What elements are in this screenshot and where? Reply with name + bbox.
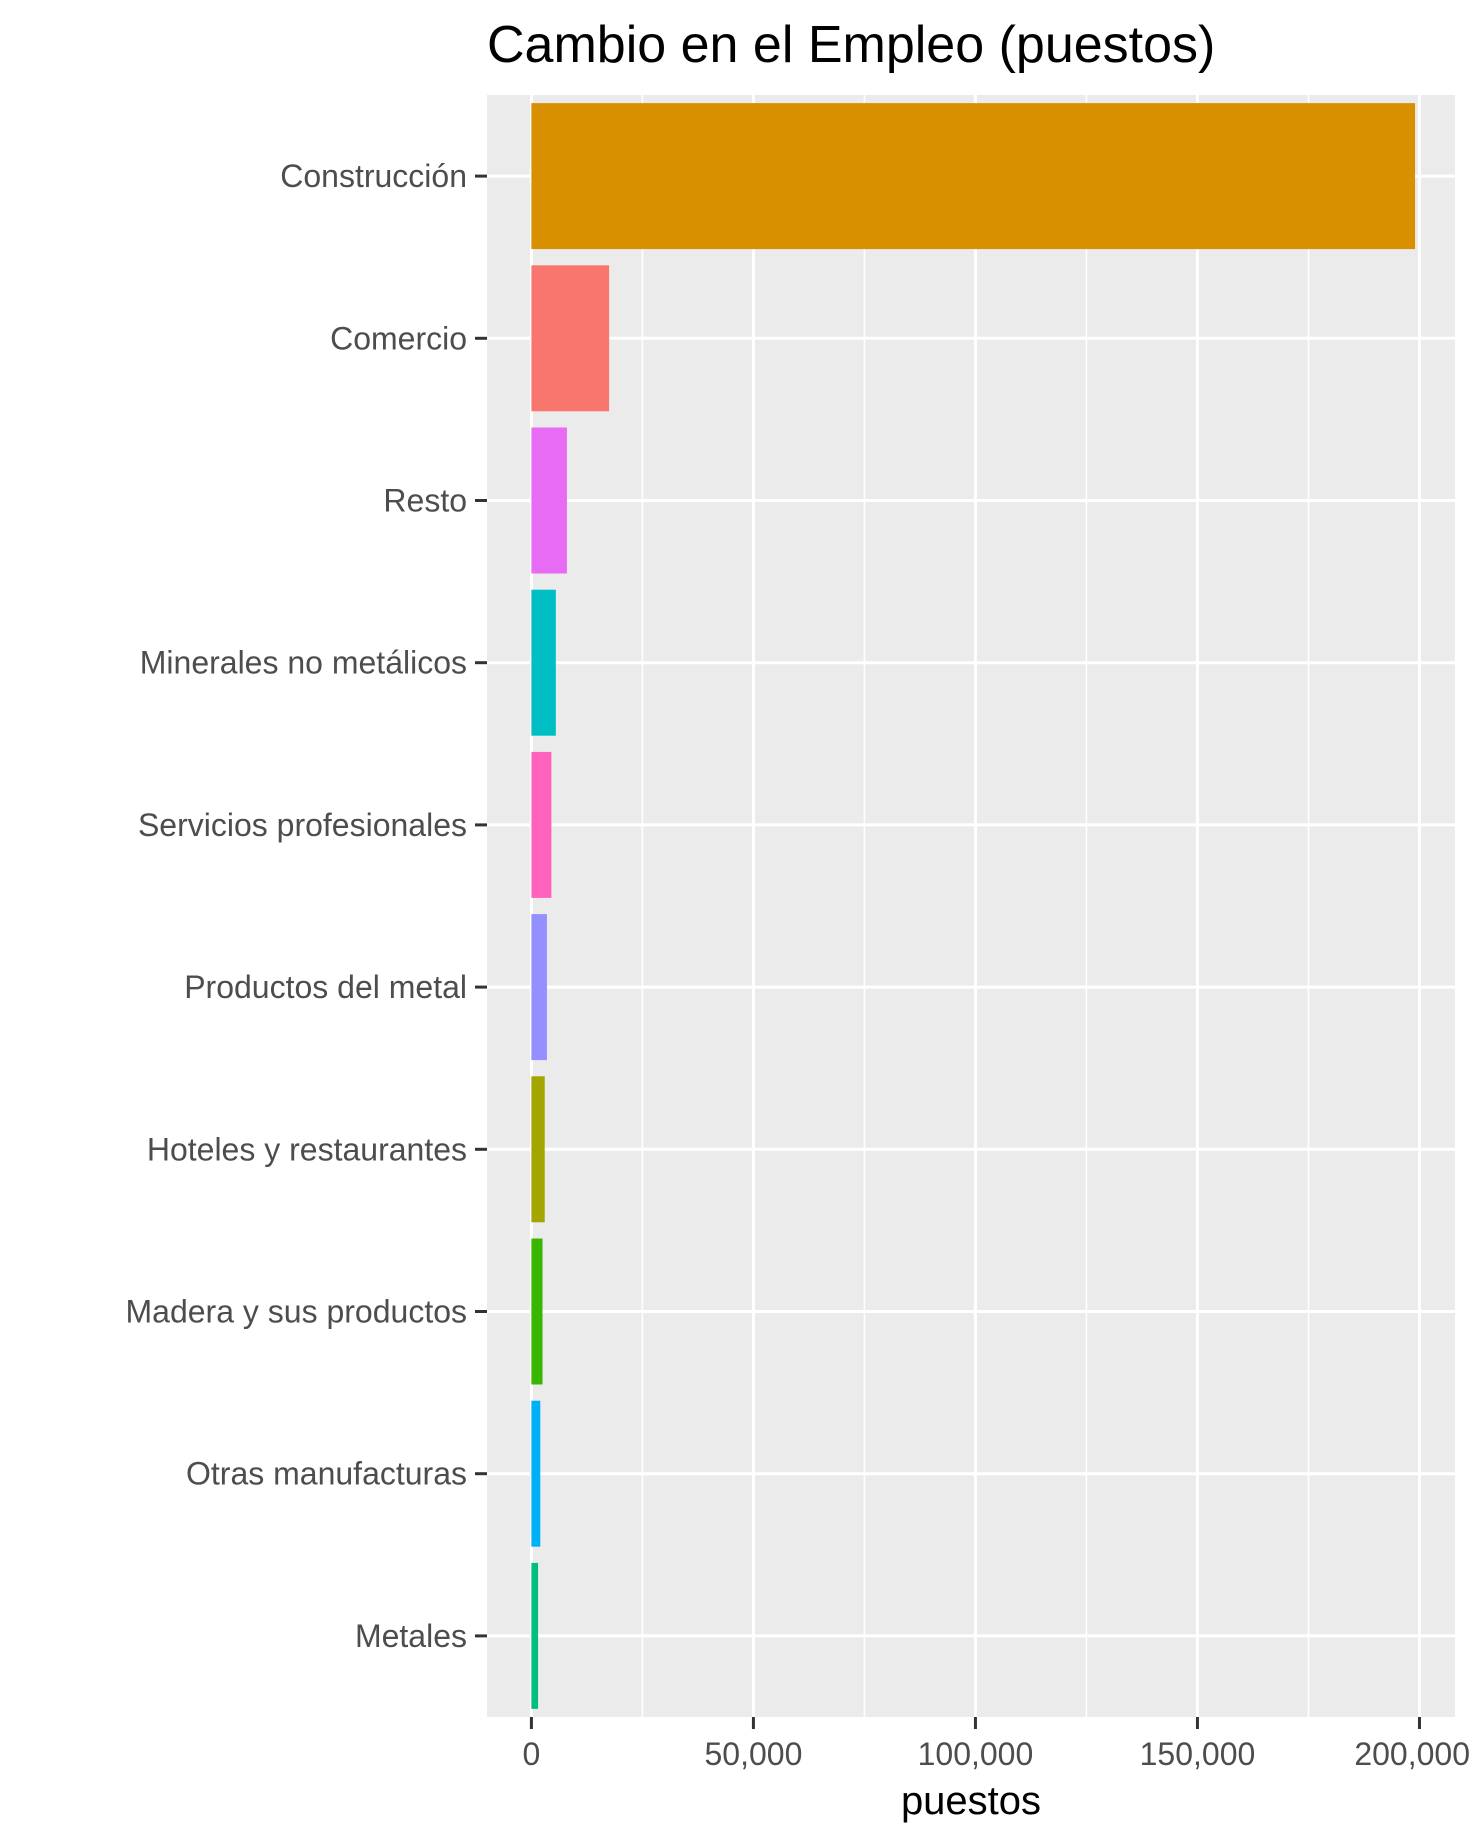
y-tick-label: Productos del metal — [184, 969, 467, 1005]
y-tick-label: Construcción — [280, 158, 467, 194]
bar — [531, 751, 552, 898]
x-axis-ticks: 0 50,000 100,000 150,000 200,000 — [523, 1717, 1470, 1772]
y-tick-label: Minerales no metálicos — [140, 645, 467, 681]
y-axis-ticks: Construcción Comercio Resto Minerales no me… — [126, 158, 487, 1654]
chart-title: Cambio en el Empleo (puestos) — [487, 16, 1215, 74]
x-axis-title: puestos — [901, 1779, 1041, 1823]
bar — [531, 1238, 543, 1385]
y-tick-label: Hoteles y restaurantes — [147, 1131, 467, 1167]
y-tick-label: Resto — [383, 483, 467, 519]
minor-gridlines — [641, 95, 1310, 1717]
bar — [531, 1562, 539, 1709]
bar — [531, 265, 610, 412]
bar — [531, 427, 567, 574]
y-tick-label: Madera y sus productos — [126, 1294, 468, 1330]
x-tick-label: 200,000 — [1354, 1736, 1470, 1772]
x-tick-label: 100,000 — [918, 1736, 1034, 1772]
y-tick-label: Metales — [355, 1618, 467, 1654]
x-tick-label: 150,000 — [1140, 1736, 1256, 1772]
y-tick-label: Comercio — [330, 320, 467, 356]
bar — [531, 589, 556, 736]
bars — [531, 103, 1416, 1709]
x-tick-label: 0 — [523, 1736, 541, 1772]
bar — [531, 1076, 545, 1223]
y-tick-label: Otras manufacturas — [186, 1456, 467, 1492]
y-tick-label: Servicios profesionales — [138, 807, 467, 843]
plot-panel — [487, 95, 1455, 1717]
bar — [531, 103, 1416, 250]
bar — [531, 1400, 541, 1547]
bar — [531, 914, 547, 1061]
x-tick-label: 50,000 — [704, 1736, 802, 1772]
